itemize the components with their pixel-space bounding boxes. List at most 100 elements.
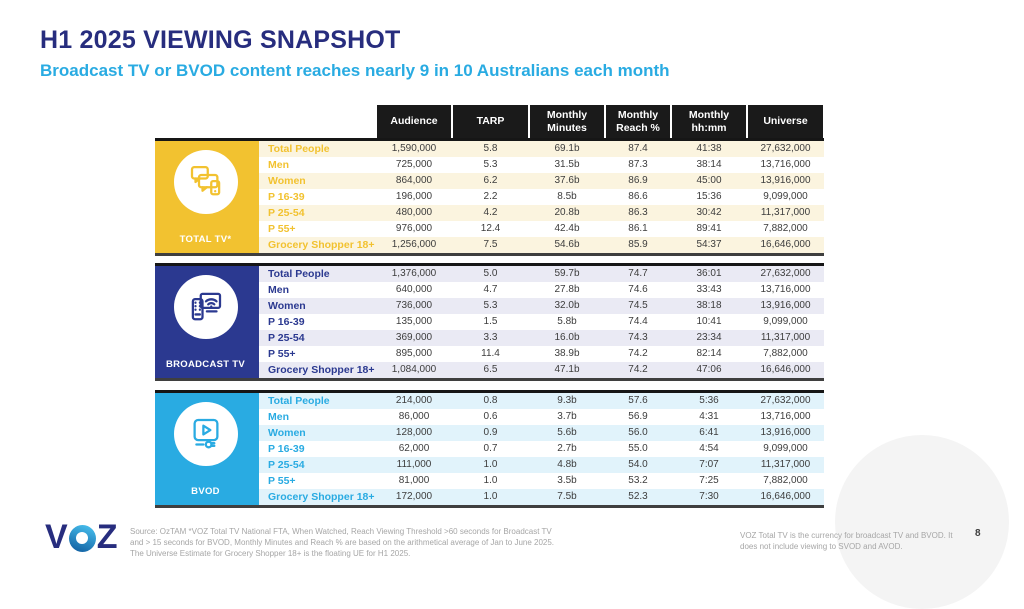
- row-label: P 16-39: [256, 441, 376, 457]
- data-cell: 895,000: [395, 348, 433, 359]
- data-cell: 1.5: [483, 316, 498, 327]
- data-cell: 20.8b: [529, 205, 605, 221]
- data-cell: 11,317,000: [747, 330, 824, 346]
- data-cell: 45:00: [671, 173, 747, 189]
- header-spacer: [155, 105, 376, 138]
- data-cell: 57.6: [605, 393, 671, 409]
- data-cell: 3.5b: [557, 475, 577, 486]
- broadcast-tv-block: BROADCAST TV: [155, 266, 256, 378]
- data-cell: 53.2: [628, 475, 648, 486]
- data-cell: 74.6: [628, 284, 648, 295]
- row-label: Men: [256, 157, 376, 173]
- data-cell: 89:41: [696, 223, 722, 234]
- data-cell: 12.4: [480, 223, 501, 234]
- data-cell: 47:06: [671, 362, 747, 378]
- data-cell: 54.0: [605, 457, 671, 473]
- row-label: P 25-54: [256, 330, 376, 346]
- bvod-table: BVOD Total People 214,000 0.8 9.3b 57.6 5:36 2…: [155, 390, 824, 508]
- data-cell: 5:36: [671, 393, 747, 409]
- row-label: P 16-39: [256, 189, 376, 205]
- bvod-player-icon: [173, 402, 238, 466]
- column-header-audience: Audience: [377, 105, 451, 138]
- data-cell: 16,646,000: [747, 237, 824, 253]
- voz-logo-v: V: [45, 518, 68, 556]
- data-cell: 56.0: [605, 425, 671, 441]
- data-cell: 1.0: [483, 475, 498, 486]
- data-cell: 31.5b: [554, 159, 580, 170]
- voz-logo: V Z: [45, 520, 117, 554]
- data-cell: 86.1: [628, 223, 648, 234]
- data-cell: 81,000: [398, 475, 430, 486]
- currency-note: VOZ Total TV is the currency for broadca…: [740, 531, 953, 552]
- data-cell: 55.0: [628, 443, 648, 454]
- data-cell: 69.1b: [529, 141, 605, 157]
- data-cell: 27,632,000: [747, 266, 824, 282]
- data-cell: 85.9: [605, 237, 671, 253]
- data-cell: 38:14: [696, 159, 722, 170]
- data-cell: 3.7b: [557, 411, 577, 422]
- data-cell: 38.9b: [554, 348, 580, 359]
- data-cell: 5.6b: [529, 425, 605, 441]
- broadcast-tv-table: BROADCAST TV Total People 1,376,000 5.0 59.…: [155, 263, 824, 381]
- data-cell: 74.2: [605, 362, 671, 378]
- data-cell: 0.9: [452, 425, 529, 441]
- data-cell: 13,716,000: [760, 159, 811, 170]
- data-cell: 13,916,000: [747, 298, 824, 314]
- data-cell: 4.2: [452, 205, 529, 221]
- data-cell: 86.3: [605, 205, 671, 221]
- data-cell: 0.7: [483, 443, 498, 454]
- data-cell: 9,099,000: [763, 191, 808, 202]
- row-label: P 55+: [256, 346, 376, 362]
- data-cell: 480,000: [376, 205, 452, 221]
- column-header-monthly-minutes: Monthly Minutes: [530, 105, 604, 138]
- row-label: Total People: [256, 266, 376, 282]
- data-cell: 86.9: [605, 173, 671, 189]
- data-cell: 52.3: [605, 489, 671, 505]
- data-cell: 976,000: [395, 223, 433, 234]
- data-cell: 2.2: [483, 191, 498, 202]
- page-title: H1 2025 VIEWING SNAPSHOT: [40, 26, 401, 54]
- data-cell: 87.3: [628, 159, 648, 170]
- data-cell: 7,882,000: [763, 348, 808, 359]
- column-header-tarp: TARP: [453, 105, 528, 138]
- table-column-header: Audience TARP Monthly Minutes Monthly Reach…: [155, 105, 824, 138]
- row-label: Women: [256, 425, 376, 441]
- data-cell: 864,000: [376, 173, 452, 189]
- data-cell: 5.3: [483, 159, 498, 170]
- data-cell: 725,000: [395, 159, 433, 170]
- data-cell: 27,632,000: [747, 141, 824, 157]
- data-cell: 0.6: [483, 411, 498, 422]
- source-note: Source: OzTAM *VOZ Total TV National FTA…: [130, 527, 555, 559]
- data-cell: 5.8: [452, 141, 529, 157]
- row-label: Men: [256, 409, 376, 425]
- data-cell: 74.7: [605, 266, 671, 282]
- data-cell: 87.4: [605, 141, 671, 157]
- data-cell: 42.4b: [554, 223, 580, 234]
- row-label: Grocery Shopper 18+: [256, 237, 376, 253]
- data-cell: 86.6: [628, 191, 648, 202]
- row-label: Men: [256, 282, 376, 298]
- data-cell: 36:01: [671, 266, 747, 282]
- data-cell: 7:07: [671, 457, 747, 473]
- data-cell: 59.7b: [529, 266, 605, 282]
- data-cell: 6.5: [452, 362, 529, 378]
- bvod-block: BVOD: [155, 393, 256, 505]
- voz-logo-o-icon: [68, 524, 96, 552]
- row-label: Grocery Shopper 18+: [256, 489, 376, 505]
- row-label: P 25-54: [256, 205, 376, 221]
- row-label: Total People: [256, 393, 376, 409]
- data-cell: 11,317,000: [747, 457, 824, 473]
- data-cell: 16,646,000: [747, 489, 824, 505]
- data-cell: 9,099,000: [763, 443, 808, 454]
- data-cell: 38:18: [671, 298, 747, 314]
- data-cell: 1,256,000: [376, 237, 452, 253]
- data-cell: 369,000: [376, 330, 452, 346]
- data-cell: 11.4: [481, 348, 500, 359]
- data-cell: 11,317,000: [747, 205, 824, 221]
- total-tv-devices-icon: [173, 150, 238, 214]
- data-cell: 74.5: [605, 298, 671, 314]
- data-cell: 82:14: [696, 348, 722, 359]
- data-cell: 27.8b: [554, 284, 580, 295]
- data-cell: 15:36: [696, 191, 722, 202]
- data-cell: 1,376,000: [376, 266, 452, 282]
